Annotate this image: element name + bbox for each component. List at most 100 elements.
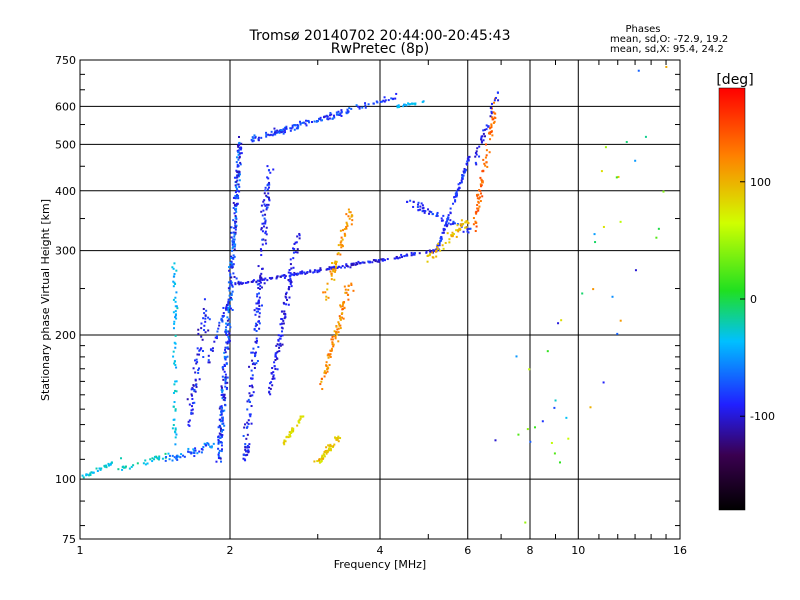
data-point (594, 241, 597, 244)
data-point (237, 175, 240, 178)
data-point (263, 217, 266, 220)
data-point (346, 223, 349, 226)
data-point (297, 125, 300, 128)
data-point (203, 329, 206, 332)
data-point (291, 126, 294, 129)
data-point (258, 287, 261, 290)
data-point (247, 398, 250, 401)
data-point (396, 257, 399, 260)
data-point (464, 226, 467, 229)
data-point (219, 457, 222, 460)
data-point (442, 228, 445, 231)
data-point (475, 163, 478, 166)
data-point (488, 151, 491, 154)
data-point (460, 179, 463, 182)
data-point (272, 168, 275, 171)
data-point (350, 282, 353, 285)
data-point (219, 425, 222, 428)
data-point (244, 446, 247, 449)
data-point (459, 182, 462, 185)
data-point (225, 333, 228, 336)
data-point (265, 203, 268, 206)
data-point (299, 271, 302, 274)
data-point (343, 285, 346, 288)
data-point (258, 305, 261, 308)
data-point (321, 456, 324, 459)
data-point (398, 106, 401, 109)
data-point (472, 223, 475, 226)
data-point (332, 345, 335, 348)
data-point (231, 284, 234, 287)
data-point (232, 238, 235, 241)
data-point (224, 346, 227, 349)
data-point (335, 332, 338, 335)
data-point (250, 422, 253, 425)
data-point (466, 160, 469, 163)
data-point (333, 278, 336, 281)
data-point (260, 210, 263, 213)
data-point (225, 346, 228, 349)
data-point (265, 226, 268, 229)
data-point (413, 252, 416, 255)
data-point (478, 197, 481, 200)
data-point (497, 99, 500, 102)
data-point (490, 131, 493, 134)
data-point (339, 327, 342, 330)
data-point (334, 269, 337, 272)
data-point (243, 426, 246, 429)
data-point (197, 369, 200, 372)
data-point (281, 129, 284, 132)
data-point (227, 300, 230, 303)
data-point (191, 397, 194, 400)
data-point (233, 212, 236, 215)
data-point (480, 140, 483, 143)
data-point (256, 283, 259, 286)
data-point (91, 471, 94, 474)
data-point (195, 358, 198, 361)
data-point (444, 222, 447, 225)
data-point (452, 222, 455, 225)
data-point (223, 363, 226, 366)
data-point (619, 220, 622, 223)
data-point (250, 369, 253, 372)
data-point (262, 209, 265, 212)
data-point (217, 453, 220, 456)
data-point (226, 342, 229, 345)
data-point (325, 446, 328, 449)
data-point (255, 307, 258, 310)
data-point (274, 367, 277, 370)
data-point (326, 368, 329, 371)
data-point (279, 323, 282, 326)
x-tick-label: 10 (571, 544, 585, 557)
data-point (348, 217, 351, 220)
data-point (464, 221, 467, 224)
data-point (175, 457, 178, 460)
data-point (132, 464, 135, 467)
data-point (255, 330, 258, 333)
data-point (246, 421, 249, 424)
data-point (261, 278, 264, 281)
y-tick-label: 75 (62, 533, 76, 546)
data-point (475, 210, 478, 213)
data-point (428, 249, 431, 252)
data-point (242, 282, 245, 285)
data-point (345, 227, 348, 230)
data-point (330, 278, 333, 281)
data-point (277, 130, 280, 133)
data-point (207, 361, 210, 364)
data-point (441, 231, 444, 234)
data-point (463, 168, 466, 171)
data-point (398, 256, 401, 259)
data-point (479, 176, 482, 179)
data-point (442, 247, 445, 250)
data-point (347, 298, 350, 301)
data-point (461, 173, 464, 176)
x-tick-label: 2 (227, 544, 234, 557)
data-point (180, 453, 183, 456)
data-point (90, 471, 93, 474)
data-point (110, 461, 113, 464)
data-point (228, 341, 231, 344)
data-point (234, 191, 237, 194)
data-point (251, 140, 254, 143)
data-point (245, 437, 248, 440)
